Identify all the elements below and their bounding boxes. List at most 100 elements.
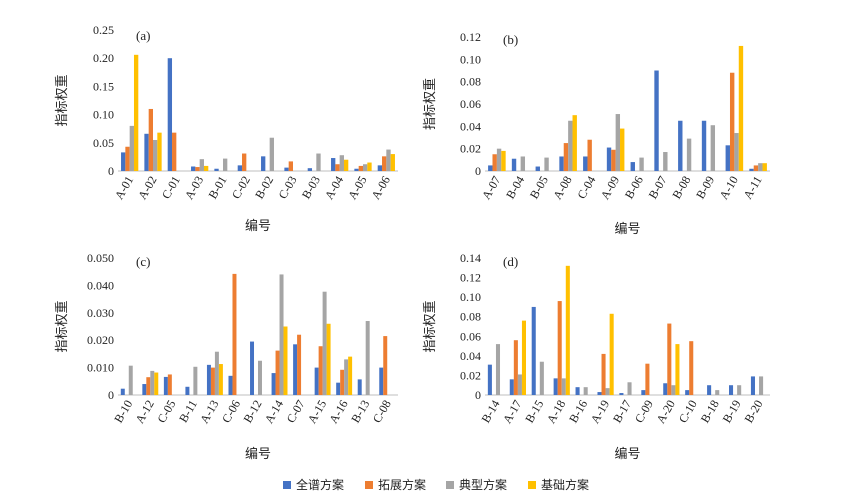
y-axis-label: 指标权重	[54, 74, 70, 126]
y-tick-label: 0.05	[93, 136, 114, 150]
bar-A-18-典型方案	[561, 378, 566, 395]
legend-item: 拓展方案	[365, 477, 426, 492]
bar-C-07-拓展方案	[297, 334, 302, 395]
y-tick-label: 0.010	[87, 361, 114, 375]
x-tick-label: A-18	[544, 398, 568, 426]
y-tick-label: 0.02	[460, 142, 481, 156]
bar-C-01-拓展方案	[172, 132, 177, 171]
bar-C-08-全谱方案	[379, 367, 384, 395]
bar-A-20-基础方案	[675, 344, 680, 395]
bar-B-19-全谱方案	[729, 385, 734, 395]
bar-A-04-拓展方案	[335, 164, 340, 171]
bar-A-05-拓展方案	[358, 165, 363, 171]
bar-A-14-典型方案	[279, 274, 284, 395]
y-tick-label: 0.10	[93, 108, 114, 122]
x-axis-label: 编号	[245, 447, 271, 462]
bar-A-01-基础方案	[133, 54, 139, 171]
x-axis-label: 编号	[614, 447, 640, 462]
bar-A-15-拓展方案	[318, 346, 323, 395]
bar-A-14-全谱方案	[271, 373, 276, 395]
bar-C-05-拓展方案	[167, 374, 172, 395]
bar-C-08-拓展方案	[383, 336, 388, 395]
bar-A-03-全谱方案	[191, 166, 196, 171]
bar-A-04-全谱方案	[331, 158, 336, 171]
bar-A-10-典型方案	[734, 133, 739, 171]
x-tick-label: C-07	[284, 398, 308, 426]
bar-B-11-典型方案	[193, 366, 198, 395]
legend-item: 典型方案	[446, 477, 507, 492]
chart-panels: 00.050.100.150.200.25A-01A-02 C-01A-03 B-0…	[54, 23, 770, 462]
bar-B-05-典型方案	[544, 157, 549, 171]
x-tick-label: A-07	[479, 174, 503, 202]
x-tick-label: A-12	[132, 398, 156, 426]
bar-B-13-全谱方案	[357, 379, 362, 395]
x-tick-label: B-15	[522, 398, 546, 426]
bar-A-15-基础方案	[326, 323, 331, 395]
x-tick-label: A-03	[182, 174, 206, 202]
bar-B-11-全谱方案	[185, 386, 190, 395]
bar-B-13-典型方案	[365, 321, 370, 395]
x-tick-label: B-17	[610, 398, 634, 426]
bar-A-05-基础方案	[367, 162, 372, 171]
x-tick-label: A-05	[345, 174, 369, 202]
bar-A-09-全谱方案	[606, 147, 612, 171]
bar-A-07-基础方案	[501, 150, 506, 171]
x-tick-label: B-04	[503, 174, 527, 202]
bar-A-09-典型方案	[615, 114, 621, 171]
bar-A-02-全谱方案	[144, 133, 149, 171]
bar-B-01-全谱方案	[214, 168, 219, 171]
bar-A-19-全谱方案	[597, 392, 602, 395]
bar-B-06-典型方案	[639, 157, 644, 171]
y-tick-label: 0.10	[460, 290, 481, 304]
bar-A-06-拓展方案	[382, 156, 387, 171]
x-tick-label: B-20	[742, 398, 766, 426]
x-tick-label: A-14	[262, 398, 286, 426]
bar-B-17-典型方案	[627, 382, 632, 395]
bar-B-09-典型方案	[710, 125, 716, 171]
bar-B-05-全谱方案	[535, 166, 540, 171]
bar-A-14-拓展方案	[275, 350, 280, 395]
panel-d: 00.020.040.060.080.100.120.14B-14A-17B-1…	[422, 251, 770, 462]
bar-A-08-典型方案	[568, 120, 573, 171]
panel-b: 00.020.040.060.080.100.12A-07 B-04 B-05 A-0…	[422, 30, 770, 237]
bar-A-16-典型方案	[344, 359, 349, 395]
bar-B-01-典型方案	[223, 158, 228, 171]
y-tick-label: 0.030	[87, 306, 114, 320]
y-tick-label: 0.050	[87, 251, 114, 265]
panel-c: 00.0100.0200.0300.0400.050B-10A-12C-05B-…	[54, 251, 398, 462]
x-tick-label: C-09	[632, 398, 656, 426]
x-tick-label: B-16	[566, 398, 590, 426]
bar-C-09-全谱方案	[641, 390, 646, 395]
y-tick-label: 0.08	[460, 310, 481, 324]
bar-B-09-全谱方案	[701, 120, 707, 171]
bar-A-07-全谱方案	[488, 165, 493, 171]
bar-C-05-全谱方案	[163, 376, 168, 395]
bar-A-17-全谱方案	[509, 379, 514, 395]
bar-A-15-典型方案	[322, 291, 327, 395]
y-tick-label: 0.06	[460, 329, 481, 343]
bar-B-08-典型方案	[686, 138, 692, 171]
bar-A-10-全谱方案	[725, 145, 730, 171]
bar-B-12-全谱方案	[250, 341, 255, 395]
bar-A-12-全谱方案	[142, 384, 147, 395]
bar-A-20-典型方案	[671, 385, 676, 395]
bar-A-05-全谱方案	[354, 168, 359, 171]
bar-B-20-全谱方案	[750, 376, 755, 395]
x-tick-label: C-04	[574, 174, 598, 202]
bar-B-10-典型方案	[128, 365, 133, 395]
bar-C-03-拓展方案	[288, 161, 293, 171]
bar-A-18-拓展方案	[557, 301, 562, 395]
bar-A-04-基础方案	[343, 159, 349, 171]
bar-A-12-拓展方案	[146, 377, 151, 395]
bar-C-10-拓展方案	[689, 341, 694, 395]
bar-A-03-典型方案	[199, 159, 204, 171]
legend-item: 基础方案	[528, 477, 589, 492]
x-tick-label: C-08	[370, 398, 394, 426]
bar-A-14-基础方案	[283, 326, 288, 395]
bar-A-09-基础方案	[620, 128, 625, 171]
y-tick-label: 0.20	[93, 51, 114, 65]
bar-A-10-拓展方案	[729, 72, 735, 171]
bar-A-10-基础方案	[738, 45, 744, 171]
bar-A-11-典型方案	[758, 163, 763, 171]
bar-B-14-典型方案	[495, 344, 501, 395]
